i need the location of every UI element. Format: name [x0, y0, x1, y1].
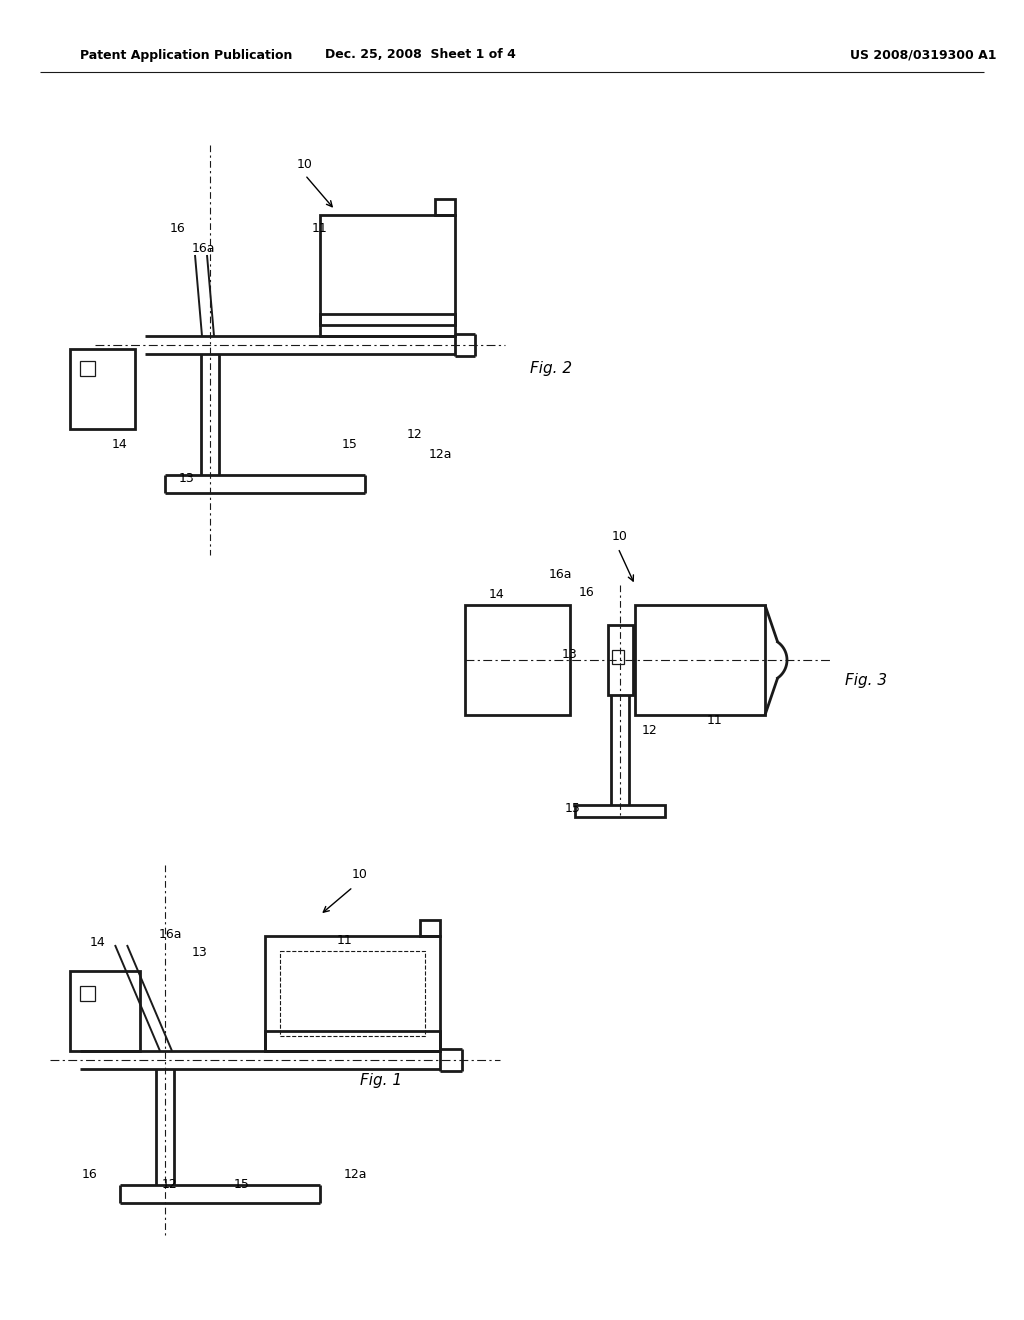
Bar	[435, 199, 455, 215]
Bar	[420, 920, 440, 936]
Text: 11: 11	[337, 933, 353, 946]
Text: 13: 13	[179, 471, 195, 484]
Text: Dec. 25, 2008  Sheet 1 of 4: Dec. 25, 2008 Sheet 1 of 4	[325, 49, 515, 62]
Bar	[635, 605, 765, 715]
Bar	[265, 936, 440, 1051]
Text: 11: 11	[708, 714, 723, 726]
Text: 15: 15	[234, 1179, 250, 1192]
Bar	[80, 360, 95, 376]
Text: 15: 15	[565, 801, 581, 814]
Bar	[280, 950, 425, 1036]
Text: 12: 12	[162, 1179, 178, 1192]
Text: 16a: 16a	[159, 928, 181, 941]
Text: 10: 10	[352, 869, 368, 882]
Text: 12a: 12a	[343, 1168, 367, 1181]
Bar	[70, 972, 140, 1051]
Bar	[612, 649, 624, 664]
Text: 12: 12	[408, 429, 423, 441]
Text: 16: 16	[580, 586, 595, 598]
Bar	[319, 314, 455, 337]
Text: 15: 15	[342, 438, 358, 451]
Text: US 2008/0319300 A1: US 2008/0319300 A1	[850, 49, 996, 62]
Text: 11: 11	[312, 222, 328, 235]
Text: 16: 16	[170, 222, 186, 235]
Text: 10: 10	[612, 531, 628, 544]
Text: Patent Application Publication: Patent Application Publication	[80, 49, 293, 62]
Bar	[575, 805, 665, 817]
Text: 14: 14	[90, 936, 105, 949]
Text: 12: 12	[642, 723, 657, 737]
Text: Fig. 2: Fig. 2	[530, 360, 572, 375]
Text: 14: 14	[112, 438, 128, 451]
Text: 16a: 16a	[191, 242, 215, 255]
Text: 12a: 12a	[428, 449, 452, 462]
Text: Fig. 1: Fig. 1	[360, 1072, 402, 1088]
Bar	[70, 348, 135, 429]
Text: 16: 16	[82, 1168, 98, 1181]
Bar	[319, 215, 455, 325]
Bar	[265, 1031, 440, 1051]
Bar	[80, 986, 95, 1001]
Bar	[608, 624, 633, 696]
Text: 16a: 16a	[548, 569, 571, 582]
Bar	[465, 605, 570, 715]
Text: 14: 14	[489, 587, 505, 601]
Text: 10: 10	[297, 158, 313, 172]
Text: Fig. 3: Fig. 3	[845, 672, 887, 688]
Text: 13: 13	[562, 648, 578, 661]
Text: 13: 13	[193, 945, 208, 958]
